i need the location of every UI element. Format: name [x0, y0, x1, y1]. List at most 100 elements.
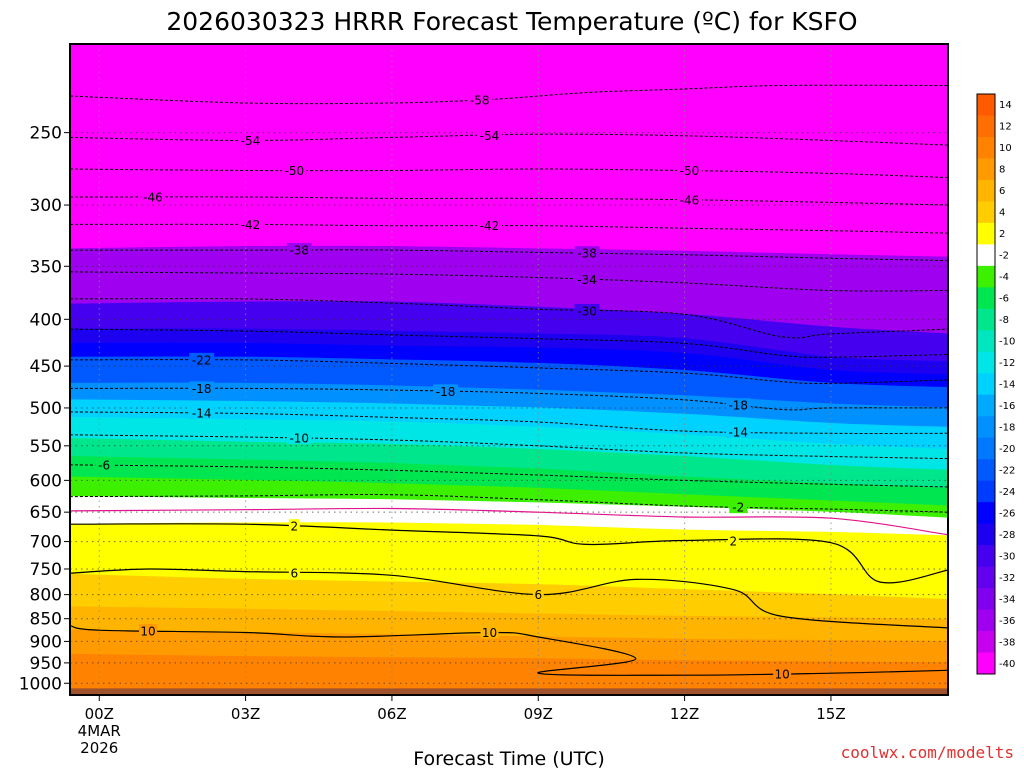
- contour-label-bg: [288, 565, 300, 579]
- x-tick-label: 00Z: [85, 705, 114, 723]
- contour-line--26: [70, 328, 948, 358]
- colorbar-legend: 14 12 10 8 6 4 2 -2 -4 -6 -8 -10 -12 -14 -16 -18 -20 -22 -…: [976, 93, 1015, 675]
- colorbar-swatch: [977, 222, 995, 245]
- contour-label-bg: [727, 534, 739, 548]
- y-tick-label: 250: [30, 124, 62, 144]
- contours: [70, 84, 948, 676]
- contour-label: -42: [480, 219, 500, 233]
- contour-label-bg: [237, 133, 263, 147]
- contour-label: 6: [534, 588, 542, 602]
- contour-label-bg: [139, 623, 158, 637]
- x-tick-label: 03Z: [231, 705, 260, 723]
- colorbar-label: -30: [999, 551, 1015, 562]
- colorbar-label: -4: [999, 272, 1009, 283]
- y-tick-label: 350: [30, 257, 62, 277]
- contour-line--6: [70, 464, 948, 488]
- contour-label-bg: [286, 243, 312, 257]
- contour-label: -18: [728, 399, 748, 413]
- contour-label-bg: [95, 458, 114, 472]
- colorbar-swatch: [977, 588, 995, 611]
- colorbar-swatch: [977, 437, 995, 460]
- plot-content: -58 -54 -54 -50 -50 -46 -46 -42 -42 -38 -38 -34 -30 -…: [70, 44, 948, 695]
- colorbar-swatch: [977, 631, 995, 654]
- contour-label: -50: [285, 164, 305, 178]
- contour-labels: -58 -54 -54 -50 -50 -46 -46 -42 -42 -38 -38 -34 -30 -…: [95, 92, 792, 681]
- contour-line--34: [70, 271, 948, 292]
- colorbar-label: -22: [999, 465, 1015, 476]
- ground-strip: [70, 688, 948, 695]
- colorbar-label: -16: [999, 401, 1015, 412]
- gridlines: [70, 44, 948, 695]
- colorbar-swatch: [977, 480, 995, 503]
- x-tick-label: 15Z: [816, 705, 845, 723]
- colorbar-label: -18: [999, 422, 1015, 433]
- colorbar-swatch: [977, 652, 995, 675]
- contour-line--54: [70, 133, 948, 146]
- colorbar-swatch: [977, 416, 995, 439]
- contour-label: -54: [480, 129, 500, 143]
- colorbar-label: 12: [999, 122, 1012, 133]
- colorbar-label: -24: [999, 487, 1015, 498]
- colorbar-label: 8: [999, 165, 1005, 176]
- colorbar-swatch: [977, 545, 995, 568]
- colorbar-swatch: [977, 330, 995, 353]
- contour-line--46: [70, 196, 948, 206]
- colorbar-swatch: [977, 609, 995, 632]
- colorbar-swatch: [977, 136, 995, 159]
- contour-label: -38: [577, 247, 597, 261]
- colorbar-label: -36: [999, 616, 1015, 627]
- credit-text: coolwx.com/modelts: [841, 743, 1014, 762]
- contour-label: -6: [98, 459, 110, 473]
- contour-label: -50: [680, 164, 700, 178]
- contour-label-bg: [480, 625, 499, 639]
- x-tick-label: 06Z: [377, 705, 406, 723]
- contour-label: -2: [732, 501, 744, 515]
- contour-line--22: [70, 359, 948, 384]
- contour-label-bg: [476, 128, 502, 142]
- colorbar-label: 6: [999, 186, 1005, 197]
- contour-line--50: [70, 168, 948, 179]
- contour-label-bg: [574, 272, 600, 286]
- contour-label-bg: [574, 246, 600, 260]
- x-tick-label: 09Z: [524, 705, 553, 723]
- contour-label-bg: [729, 500, 748, 514]
- contour-label-bg: [140, 190, 166, 204]
- contour-label: -14: [192, 407, 212, 421]
- colorbar-swatch: [977, 566, 995, 589]
- contour-label: -30: [577, 304, 597, 318]
- x-tick-sublabel: 4MAR: [78, 722, 121, 740]
- colorbar-swatch: [977, 351, 995, 374]
- x-axis-label: Forecast Time (UTC): [413, 748, 604, 768]
- colorbar-label: -12: [999, 358, 1015, 369]
- colorbar-label: -8: [999, 315, 1009, 326]
- colorbar-label: 10: [999, 143, 1012, 154]
- contour-label-bg: [189, 406, 215, 420]
- contour-line-0: [70, 507, 948, 536]
- colorbar-label: -2: [999, 251, 1009, 262]
- contour-label-bg: [288, 519, 300, 533]
- contour-line--30: [70, 298, 948, 339]
- contour-label: -18: [436, 385, 456, 399]
- colorbar-label: -32: [999, 573, 1015, 584]
- colorbar-label: -10: [999, 337, 1015, 348]
- y-tick-label: 800: [30, 586, 62, 606]
- contour-label: -54: [241, 134, 261, 148]
- contour-label: -42: [241, 218, 261, 232]
- contour-label-bg: [676, 163, 702, 177]
- contour-label-bg: [773, 666, 792, 680]
- contour-label: -14: [728, 425, 748, 439]
- y-tick-label: 650: [30, 503, 62, 523]
- colorbar-label: -34: [999, 594, 1015, 605]
- colorbar-swatch: [977, 287, 995, 310]
- colorbar-swatch: [977, 94, 995, 116]
- colorbar-frame: [976, 93, 996, 675]
- colorbar-label: -28: [999, 530, 1015, 541]
- contour-line--38: [70, 249, 948, 262]
- contour-label-bg: [286, 431, 312, 445]
- x-tick-label: 12Z: [670, 705, 699, 723]
- y-tick-label: 600: [30, 471, 62, 491]
- colorbar-label: 14: [999, 100, 1012, 111]
- contour-label: -22: [192, 353, 212, 367]
